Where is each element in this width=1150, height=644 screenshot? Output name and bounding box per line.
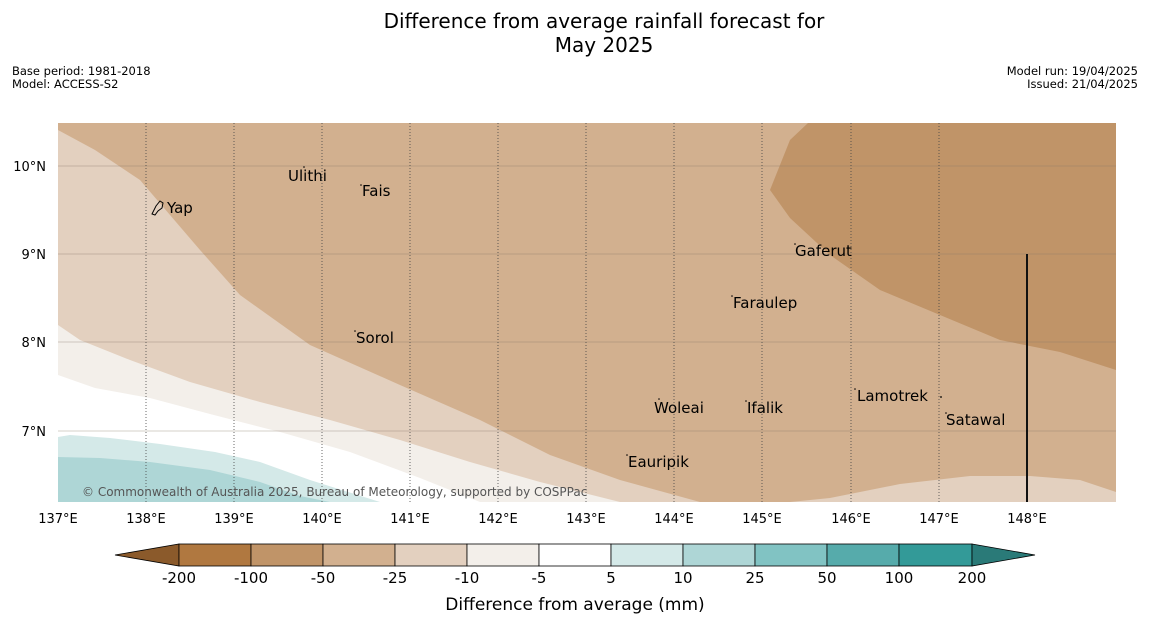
- lon-tick: 139°E: [214, 512, 254, 527]
- colorbar-segment: [178, 543, 252, 567]
- base-period: Base period: 1981-2018: [12, 64, 151, 78]
- model-name: Model: ACCESS-S2: [12, 77, 119, 91]
- place-woleai: Woleai: [654, 399, 704, 417]
- place-faraulep: Faraulep: [733, 294, 797, 312]
- place-gaferut: Gaferut: [795, 242, 852, 260]
- lon-tick: 138°E: [126, 512, 166, 527]
- colorbar-segment: [538, 543, 612, 567]
- colorbar-tick: -200: [162, 569, 196, 587]
- colorbar-tick-labels: -200 -100 -50 -25 -10 -5 5 10 25 50 100 …: [162, 569, 986, 587]
- colorbar-tick: -25: [383, 569, 408, 587]
- colorbar: [114, 543, 1036, 567]
- colorbar-tick: -5: [532, 569, 547, 587]
- colorbar-tick: -100: [234, 569, 268, 587]
- map-title: Difference from average rainfall forecas…: [0, 9, 1150, 57]
- place-ulithi: Ulithi: [288, 167, 327, 185]
- lat-tick-labels: 10°N 9°N 8°N 7°N: [13, 160, 46, 440]
- lon-tick: 147°E: [919, 512, 959, 527]
- colorbar-title: Difference from average (mm): [445, 595, 704, 615]
- lon-gridlines: [145, 123, 940, 502]
- place-yap: Yap: [166, 199, 193, 217]
- colorbar-segment: [898, 543, 973, 567]
- place-satawal: Satawal: [946, 411, 1005, 429]
- lon-tick: 143°E: [566, 512, 606, 527]
- colorbar-tick: 25: [745, 569, 764, 587]
- place-ifalik: Ifalik: [747, 399, 783, 417]
- meta-left: Base period: 1981-2018 Model: ACCESS-S2: [12, 65, 151, 91]
- colorbar-segment: [682, 543, 756, 567]
- lon-tick: 140°E: [302, 512, 342, 527]
- lat-tick: 10°N: [13, 160, 46, 175]
- band-dark-brown: [770, 123, 1116, 370]
- lon-tick: 145°E: [742, 512, 782, 527]
- model-run: Model run: 19/04/2025: [1006, 64, 1138, 78]
- place-fais: Fais: [362, 182, 391, 200]
- colorbar-segment: [394, 543, 468, 567]
- band-teal: [58, 457, 330, 502]
- rainfall-map: Ulithi Fais Yap Gaferut Faraulep Sorol L…: [58, 123, 1116, 502]
- lat-tick: 9°N: [22, 248, 47, 263]
- colorbar-segment: [114, 543, 180, 567]
- colorbar-segment: [754, 543, 828, 567]
- colorbar-segment: [826, 543, 900, 567]
- lon-tick: 148°E: [1007, 512, 1047, 527]
- colorbar-segment: [971, 543, 1036, 567]
- lon-tick: 137°E: [38, 512, 78, 527]
- colorbar-tick: 50: [817, 569, 836, 587]
- title-line-1: Difference from average rainfall forecas…: [383, 9, 825, 33]
- place-lamotrek: Lamotrek: [857, 387, 928, 405]
- colorbar-segment: [250, 543, 324, 567]
- colorbar-tick: 5: [606, 569, 616, 587]
- lat-tick: 7°N: [22, 425, 47, 440]
- yap-island: [151, 200, 164, 216]
- title-line-2: May 2025: [554, 33, 654, 57]
- place-sorol: Sorol: [356, 329, 394, 347]
- lon-tick: 142°E: [478, 512, 518, 527]
- colorbar-segment: [322, 543, 396, 567]
- lon-tick: 141°E: [390, 512, 430, 527]
- colorbar-segment: [610, 543, 684, 567]
- copyright-text: © Commonwealth of Australia 2025, Bureau…: [82, 485, 587, 499]
- island-dots: [303, 166, 947, 456]
- issued-date: Issued: 21/04/2025: [1027, 77, 1138, 91]
- colorbar-tick: 100: [885, 569, 914, 587]
- colorbar-tick: 10: [673, 569, 692, 587]
- lon-tick: 146°E: [831, 512, 871, 527]
- meta-right: Model run: 19/04/2025 Issued: 21/04/2025: [1007, 65, 1138, 91]
- lat-tick: 8°N: [22, 336, 47, 351]
- lon-tick: 144°E: [654, 512, 694, 527]
- place-eauripik: Eauripik: [628, 453, 689, 471]
- colorbar-tick: -10: [455, 569, 480, 587]
- colorbar-tick: -50: [311, 569, 336, 587]
- colorbar-segment: [466, 543, 540, 567]
- colorbar-tick: 200: [958, 569, 987, 587]
- lon-tick-labels: 137°E 138°E 139°E 140°E 141°E 142°E 143°…: [38, 512, 1047, 527]
